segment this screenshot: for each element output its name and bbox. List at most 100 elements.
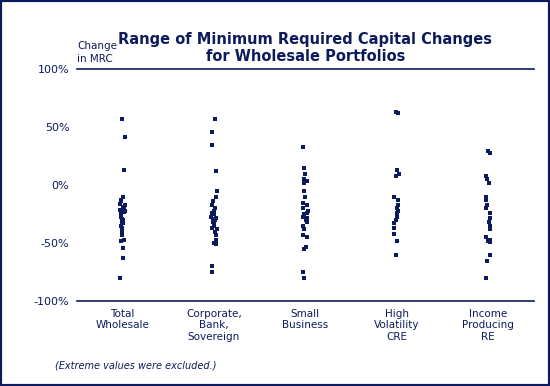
Point — [118, 245, 127, 251]
Text: (Extreme values were excluded.): (Extreme values were excluded.) — [55, 361, 217, 371]
Point — [394, 171, 403, 177]
Point — [482, 234, 491, 240]
Point — [300, 180, 309, 186]
Point — [211, 205, 219, 212]
Point — [302, 178, 311, 184]
Point — [208, 225, 217, 231]
Point — [207, 210, 216, 216]
Point — [484, 219, 493, 225]
Point — [302, 219, 311, 225]
Point — [117, 216, 126, 222]
Point — [117, 238, 125, 244]
Point — [212, 188, 221, 194]
Point — [485, 239, 494, 245]
Point — [210, 220, 218, 227]
Point — [212, 232, 221, 238]
Point — [486, 210, 494, 216]
Point — [392, 213, 401, 220]
Point — [392, 173, 401, 179]
Point — [120, 202, 129, 208]
Title: Range of Minimum Required Capital Changes
for Wholesale Portfolios: Range of Minimum Required Capital Change… — [118, 32, 492, 64]
Point — [485, 180, 494, 186]
Point — [482, 194, 491, 200]
Point — [208, 269, 217, 275]
Point — [300, 176, 309, 183]
Point — [392, 210, 401, 216]
Point — [483, 238, 492, 244]
Point — [485, 215, 494, 221]
Point — [299, 223, 307, 229]
Point — [390, 225, 399, 231]
Point — [304, 208, 312, 214]
Point — [298, 144, 307, 150]
Point — [207, 142, 216, 148]
Point — [481, 275, 490, 281]
Point — [212, 215, 221, 221]
Point — [393, 205, 402, 212]
Point — [121, 208, 130, 214]
Text: Change
in MRC: Change in MRC — [77, 41, 117, 64]
Point — [212, 241, 221, 247]
Point — [208, 129, 217, 135]
Point — [299, 232, 307, 238]
Point — [119, 205, 128, 212]
Point — [212, 226, 221, 232]
Point — [208, 219, 217, 225]
Point — [300, 165, 309, 171]
Point — [208, 216, 217, 222]
Point — [119, 167, 128, 173]
Point — [482, 257, 491, 264]
Point — [212, 237, 221, 243]
Point — [210, 211, 218, 217]
Point — [393, 167, 402, 173]
Point — [389, 231, 398, 237]
Point — [483, 147, 492, 154]
Point — [391, 109, 400, 115]
Point — [207, 202, 216, 208]
Point — [486, 223, 494, 229]
Point — [120, 134, 129, 140]
Point — [116, 207, 124, 213]
Point — [117, 211, 125, 217]
Point — [207, 213, 216, 220]
Point — [302, 217, 311, 223]
Point — [485, 226, 494, 232]
Point — [118, 217, 127, 223]
Point — [116, 201, 125, 207]
Point — [209, 208, 218, 214]
Point — [119, 220, 128, 227]
Point — [119, 204, 128, 210]
Point — [120, 209, 129, 215]
Point — [486, 237, 494, 243]
Point — [117, 219, 126, 225]
Point — [300, 275, 309, 281]
Point — [211, 194, 220, 200]
Point — [299, 269, 307, 275]
Point — [301, 194, 310, 200]
Point — [207, 263, 216, 269]
Point — [211, 229, 220, 235]
Point — [394, 202, 403, 208]
Point — [212, 168, 221, 174]
Point — [300, 188, 309, 194]
Point — [208, 198, 217, 205]
Point — [486, 150, 494, 156]
Point — [117, 198, 125, 205]
Point — [299, 205, 307, 212]
Point — [118, 232, 127, 238]
Point — [119, 194, 128, 200]
Point — [300, 226, 309, 232]
Point — [302, 215, 311, 221]
Point — [211, 217, 219, 223]
Point — [391, 252, 400, 258]
Point — [392, 217, 400, 223]
Point — [482, 202, 491, 208]
Point — [301, 244, 310, 250]
Point — [303, 234, 312, 240]
Point — [210, 240, 219, 246]
Point — [393, 238, 402, 244]
Point — [117, 212, 125, 218]
Point — [120, 237, 129, 243]
Point — [118, 218, 127, 224]
Point — [302, 218, 311, 224]
